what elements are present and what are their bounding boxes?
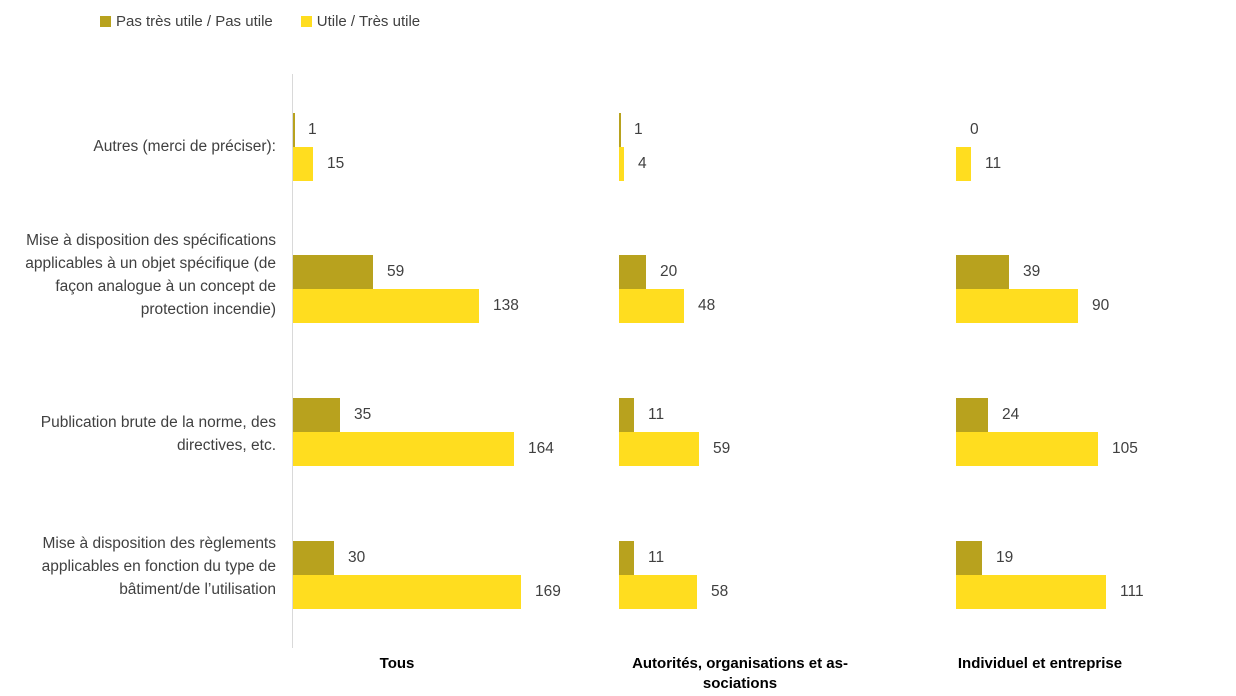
- value-label-positive-reglements-panel3: 111: [1120, 583, 1144, 600]
- bar-positive-publication-panel2: [619, 432, 699, 466]
- value-label-negative-reglements-panel2: 11: [648, 549, 665, 566]
- bar-positive-specifications-panel1: [293, 289, 479, 323]
- bar-positive-autres-panel2: [619, 147, 624, 181]
- bar-positive-autres-panel1: [293, 147, 313, 181]
- value-label-negative-autres-panel3: 0: [970, 121, 979, 138]
- panel-title-individuel: Individuel et entreprise: [957, 655, 1123, 672]
- bar-negative-specifications-panel2: [619, 255, 646, 289]
- bar-negative-autres-panel2: [619, 113, 621, 147]
- value-label-negative-autres-panel2: 1: [634, 121, 643, 138]
- value-label-positive-reglements-panel1: 169: [535, 583, 561, 600]
- legend-swatch-negative: [100, 16, 111, 27]
- value-label-negative-publication-panel3: 24: [1002, 406, 1020, 423]
- bar-negative-reglements-panel1: [293, 541, 334, 575]
- value-label-positive-autres-panel2: 4: [638, 155, 647, 172]
- value-label-negative-reglements-panel3: 19: [996, 549, 1014, 566]
- bar-positive-reglements-panel1: [293, 575, 521, 609]
- category-label-specifications: Mise à disposition des spécifications ap…: [25, 232, 276, 318]
- legend-swatch-positive: [300, 16, 312, 27]
- value-label-negative-specifications-panel1: 59: [387, 263, 405, 280]
- bar-negative-reglements-panel2: [619, 541, 634, 575]
- bar-positive-publication-panel3: [956, 432, 1098, 466]
- bar-positive-specifications-panel3: [956, 289, 1078, 323]
- panel-title-tous: Tous: [379, 655, 415, 672]
- value-label-negative-autres-panel1: 1: [308, 121, 317, 138]
- value-label-negative-specifications-panel3: 39: [1023, 263, 1041, 280]
- legend-item-negative: Pas très utile / Pas utile: [100, 13, 273, 30]
- value-label-positive-reglements-panel2: 58: [711, 583, 729, 600]
- value-label-positive-specifications-panel3: 90: [1092, 297, 1110, 314]
- value-label-positive-autres-panel1: 15: [327, 155, 345, 172]
- bar-positive-autres-panel3: [956, 147, 971, 181]
- legend-label-positive: Utile / Très utile: [316, 13, 421, 30]
- panel-title-autorites: Autorités, organisations et as-sociation…: [632, 655, 848, 692]
- bar-negative-publication-panel1: [293, 398, 340, 432]
- value-label-positive-specifications-panel1: 138: [493, 297, 519, 314]
- value-label-positive-publication-panel1: 164: [528, 440, 554, 457]
- value-label-positive-autres-panel3: 11: [985, 155, 1002, 172]
- bar-positive-publication-panel1: [293, 432, 514, 466]
- legend-label-negative: Pas très utile / Pas utile: [116, 13, 273, 30]
- chart-legend: Pas très utile / Pas utile Utile / Très …: [100, 13, 420, 30]
- bar-positive-reglements-panel2: [619, 575, 697, 609]
- bar-negative-publication-panel2: [619, 398, 634, 432]
- value-label-positive-publication-panel3: 105: [1112, 440, 1138, 457]
- value-label-negative-reglements-panel1: 30: [348, 549, 366, 566]
- bar-negative-specifications-panel1: [293, 255, 373, 289]
- category-label-publication: Publication brute de la norme, des direc…: [40, 414, 276, 454]
- value-label-negative-publication-panel2: 11: [648, 406, 665, 423]
- bar-negative-specifications-panel3: [956, 255, 1009, 289]
- bar-positive-specifications-panel2: [619, 289, 684, 323]
- bar-negative-reglements-panel3: [956, 541, 982, 575]
- category-label-reglements: Mise à disposition des règlements applic…: [41, 535, 276, 598]
- value-label-negative-specifications-panel2: 20: [660, 263, 678, 280]
- category-label-autres: Autres (merci de préciser):: [93, 138, 276, 155]
- legend-item-positive: Utile / Très utile: [300, 13, 421, 30]
- bar-negative-autres-panel1: [293, 113, 295, 147]
- value-label-negative-publication-panel1: 35: [354, 406, 372, 423]
- value-label-positive-publication-panel2: 59: [713, 440, 731, 457]
- category-axis-line: [292, 74, 293, 648]
- value-label-positive-specifications-panel2: 48: [698, 297, 716, 314]
- bar-positive-reglements-panel3: [956, 575, 1106, 609]
- bar-negative-publication-panel3: [956, 398, 988, 432]
